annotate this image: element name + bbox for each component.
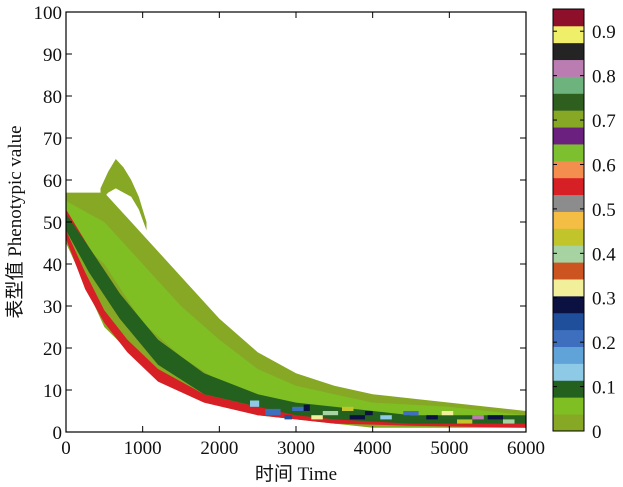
colorbar-tick-label: 0.1 — [592, 378, 616, 399]
colorbar-segment — [553, 245, 584, 263]
density-cell — [311, 415, 323, 420]
density-cell — [441, 411, 454, 416]
density-cell — [284, 415, 293, 420]
colorbar-segment — [553, 127, 584, 145]
colorbar-tick-label: 0.5 — [592, 200, 616, 221]
colorbar-tick-label: 0.7 — [592, 111, 616, 132]
y-tick-label: 30 — [43, 297, 62, 318]
colorbar: 0 0.1 0.2 0.3 0.4 0.5 0.6 0.7 0.8 0.9 — [552, 8, 616, 443]
density-cell — [503, 419, 515, 424]
y-tick-label: 10 — [43, 381, 62, 402]
colorbar-segment — [553, 329, 584, 347]
colorbar-segment — [553, 160, 584, 179]
density-cell — [457, 419, 473, 424]
colorbar-segment — [553, 9, 584, 27]
x-tick-label: 4000 — [354, 438, 392, 459]
x-tick-label: 0 — [61, 438, 71, 459]
colorbar-segment — [553, 295, 584, 314]
colorbar-segment — [553, 25, 584, 44]
density-cell — [472, 415, 484, 420]
density-cell — [487, 415, 503, 420]
colorbar-segment — [553, 312, 584, 331]
plot-area — [66, 12, 526, 432]
colorbar-segment — [553, 93, 584, 111]
density-cell — [250, 400, 260, 407]
density-cell — [380, 415, 392, 420]
colorbar-segment — [553, 397, 584, 415]
colorbar-frame — [552, 8, 585, 432]
x-axis-label: 时间 Time — [255, 463, 337, 485]
colorbar-segment — [553, 228, 584, 246]
colorbar-tick-label: 0.3 — [592, 289, 616, 310]
density-cell — [292, 406, 304, 411]
colorbar-segment — [553, 42, 584, 61]
colorbar-segment — [553, 380, 584, 398]
colorbar-tick-label: 0.4 — [592, 244, 616, 265]
x-tick-label: 6000 — [507, 438, 545, 459]
y-tick-label: 80 — [43, 87, 62, 108]
y-tick-label: 90 — [43, 45, 62, 66]
density-band-inner — [66, 213, 526, 424]
y-tick-label: 50 — [43, 213, 62, 234]
density-cell — [303, 404, 310, 411]
colorbar-segment — [553, 262, 584, 280]
colorbar-segment — [553, 414, 584, 432]
density-cell — [342, 406, 354, 411]
colorbar-segment — [553, 76, 584, 94]
colorbar-segment — [553, 279, 584, 297]
x-tick-label: 5000 — [430, 438, 468, 459]
colorbar-tick-label: 0.6 — [592, 155, 616, 176]
x-tick-label: 3000 — [277, 438, 315, 459]
colorbar-tick-label: 0.8 — [592, 67, 616, 88]
y-tick-label: 100 — [34, 3, 63, 24]
density-cell — [265, 408, 281, 416]
colorbar-tick-label: 0 — [592, 422, 602, 443]
density-cell — [365, 411, 373, 416]
density-cell — [349, 415, 365, 420]
y-axis-label: 表型值 Phenotypic value — [4, 125, 26, 318]
colorbar-segment — [553, 59, 584, 77]
y-tick-label: 0 — [53, 423, 63, 444]
colorbar-segment — [553, 346, 584, 364]
colorbar-segment — [553, 363, 584, 381]
x-tick-label: 2000 — [200, 438, 238, 459]
density-band-outer-spike — [100, 159, 147, 231]
y-tick-label: 20 — [43, 339, 62, 360]
colorbar-segment — [553, 177, 584, 196]
colorbar-tick-label: 0.2 — [592, 333, 616, 354]
colorbar-tick-label: 0.9 — [592, 22, 616, 43]
density-cell — [403, 411, 419, 416]
axes: 0 1000 2000 3000 4000 5000 6000 0 10 20 30 40 50 60 70… — [34, 3, 546, 459]
density-cell — [322, 411, 339, 416]
colorbar-segment — [553, 194, 584, 212]
y-tick-label: 70 — [43, 129, 62, 150]
density-cell — [426, 415, 438, 420]
y-tick-label: 40 — [43, 255, 62, 276]
density-band-upper-tail — [66, 201, 526, 424]
plot-background — [66, 12, 526, 432]
colorbar-segment — [553, 110, 584, 128]
colorbar-segment — [553, 144, 584, 162]
x-tick-label: 1000 — [124, 438, 162, 459]
colorbar-segment — [553, 211, 584, 229]
y-tick-label: 60 — [43, 171, 62, 192]
